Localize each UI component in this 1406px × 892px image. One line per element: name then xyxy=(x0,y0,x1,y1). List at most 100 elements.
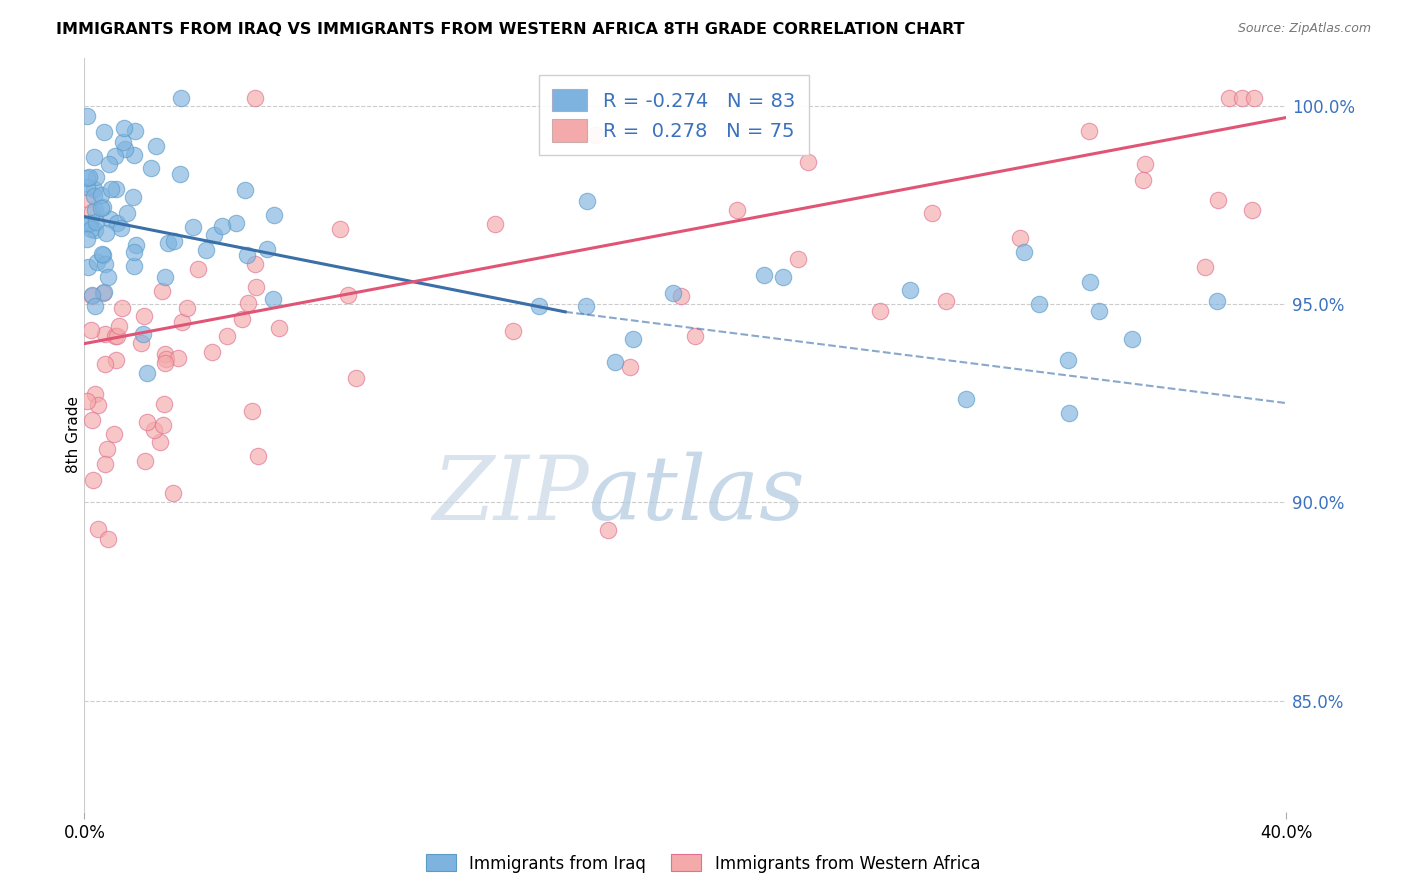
Point xyxy=(1230,90,1253,104)
Point xyxy=(150,285,173,299)
Point xyxy=(752,268,775,283)
Point xyxy=(245,90,267,104)
Point xyxy=(621,332,644,346)
Point xyxy=(921,206,943,220)
Point xyxy=(619,360,641,375)
Point xyxy=(84,203,107,218)
Point xyxy=(79,216,101,230)
Point xyxy=(153,269,176,284)
Point xyxy=(136,415,159,429)
Point xyxy=(79,170,101,185)
Point xyxy=(170,315,193,329)
Point xyxy=(155,347,177,361)
Point xyxy=(575,299,598,313)
Point xyxy=(596,523,619,537)
Point xyxy=(90,201,112,215)
Point xyxy=(1206,193,1229,207)
Point xyxy=(1057,353,1080,368)
Point xyxy=(233,183,256,197)
Point xyxy=(1133,157,1156,171)
Point xyxy=(225,216,247,230)
Point xyxy=(1057,406,1080,420)
Point xyxy=(104,149,127,163)
Point xyxy=(86,254,108,268)
Point xyxy=(76,260,98,274)
Point xyxy=(94,327,117,342)
Point xyxy=(605,354,627,368)
Point xyxy=(145,139,167,153)
Point xyxy=(583,128,606,143)
Point xyxy=(256,242,278,256)
Point xyxy=(1028,297,1050,311)
Point xyxy=(1243,90,1265,104)
Point xyxy=(83,189,105,203)
Point xyxy=(169,167,191,181)
Point xyxy=(502,324,524,338)
Point xyxy=(245,256,267,270)
Point xyxy=(262,292,284,306)
Point xyxy=(344,371,367,385)
Point xyxy=(1078,124,1101,138)
Point xyxy=(83,149,105,163)
Point xyxy=(134,309,156,323)
Text: IMMIGRANTS FROM IRAQ VS IMMIGRANTS FROM WESTERN AFRICA 8TH GRADE CORRELATION CHA: IMMIGRANTS FROM IRAQ VS IMMIGRANTS FROM … xyxy=(56,22,965,37)
Legend: R = -0.274   N = 83, R =  0.278   N = 75: R = -0.274 N = 83, R = 0.278 N = 75 xyxy=(538,75,808,155)
Point xyxy=(94,226,117,240)
Point xyxy=(484,217,506,231)
Point xyxy=(76,179,98,194)
Point xyxy=(82,288,104,302)
Point xyxy=(683,328,706,343)
Point xyxy=(238,296,260,310)
Point xyxy=(76,232,98,246)
Point xyxy=(96,442,118,456)
Point xyxy=(202,228,225,243)
Point xyxy=(245,279,267,293)
Point xyxy=(1121,332,1143,346)
Point xyxy=(935,294,957,309)
Point xyxy=(93,125,115,139)
Point xyxy=(104,329,127,343)
Point xyxy=(176,301,198,315)
Point xyxy=(669,289,692,303)
Point xyxy=(129,335,152,350)
Point xyxy=(93,285,115,300)
Point xyxy=(105,216,128,230)
Point xyxy=(100,182,122,196)
Point xyxy=(135,366,157,380)
Point xyxy=(337,288,360,302)
Point xyxy=(139,161,162,175)
Point xyxy=(124,124,146,138)
Point xyxy=(527,299,550,313)
Point xyxy=(167,351,190,366)
Point xyxy=(93,257,115,271)
Point xyxy=(1008,230,1031,244)
Point xyxy=(91,246,114,260)
Point xyxy=(93,285,115,300)
Point xyxy=(76,109,98,123)
Point xyxy=(94,357,117,371)
Point xyxy=(122,147,145,161)
Point xyxy=(122,190,145,204)
Point xyxy=(1012,245,1035,260)
Point xyxy=(76,394,98,409)
Point xyxy=(152,397,174,411)
Point xyxy=(1218,90,1240,104)
Point xyxy=(122,259,145,273)
Point xyxy=(76,171,98,186)
Point xyxy=(1206,294,1229,309)
Point xyxy=(80,323,103,337)
Point xyxy=(104,182,127,196)
Point xyxy=(86,169,108,184)
Point xyxy=(236,248,259,262)
Point xyxy=(77,217,100,231)
Point xyxy=(134,454,156,468)
Point xyxy=(82,473,104,487)
Point xyxy=(153,356,176,370)
Point xyxy=(143,423,166,437)
Point xyxy=(110,220,132,235)
Point xyxy=(149,434,172,449)
Point xyxy=(211,219,233,234)
Point xyxy=(90,187,112,202)
Point xyxy=(1194,260,1216,275)
Point xyxy=(1088,303,1111,318)
